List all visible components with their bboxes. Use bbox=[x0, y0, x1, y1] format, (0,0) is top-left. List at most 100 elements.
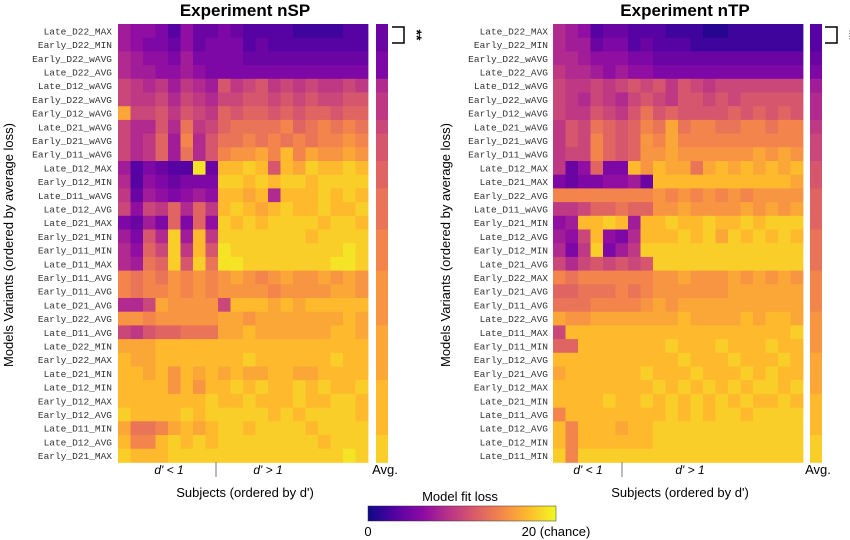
heatmap-cell bbox=[118, 256, 131, 271]
heatmap-cell bbox=[790, 243, 804, 258]
heatmap-cell bbox=[130, 78, 144, 93]
heatmap-cell bbox=[690, 325, 704, 340]
heatmap-cell bbox=[703, 188, 716, 203]
heatmap-cell bbox=[243, 325, 256, 340]
heatmap-cell bbox=[703, 298, 716, 313]
heatmap-cell bbox=[293, 435, 306, 450]
heatmap-cell bbox=[255, 352, 269, 367]
heatmap-cell bbox=[678, 133, 691, 148]
heatmap-cell bbox=[740, 284, 754, 299]
heatmap-cell bbox=[578, 435, 591, 450]
heatmap-cell bbox=[740, 311, 754, 326]
heatmap-cell bbox=[765, 311, 779, 326]
heatmap-cell bbox=[293, 215, 306, 230]
heatmap-cell bbox=[665, 133, 679, 148]
heatmap-cell bbox=[628, 174, 641, 189]
heatmap-cell bbox=[603, 119, 616, 134]
heatmap-cell bbox=[778, 393, 791, 408]
heatmap-cell bbox=[118, 92, 131, 107]
heatmap-cell bbox=[193, 51, 206, 66]
heatmap-cell bbox=[243, 229, 256, 244]
heatmap-cell bbox=[778, 229, 791, 244]
heatmap-cell bbox=[578, 161, 591, 176]
heatmap-cell bbox=[330, 174, 344, 189]
heatmap-cell bbox=[640, 202, 654, 217]
row-label: Early_D21_MAX bbox=[38, 451, 112, 462]
heatmap-cell bbox=[665, 366, 679, 381]
heatmap-cell bbox=[628, 215, 641, 230]
heatmap-cell bbox=[640, 161, 654, 176]
heatmap-cell bbox=[728, 24, 741, 39]
heatmap-cell bbox=[565, 119, 579, 134]
average-cell bbox=[376, 161, 388, 176]
heatmap-cell bbox=[778, 119, 791, 134]
heatmap-cell bbox=[205, 448, 219, 463]
heatmap-cell bbox=[280, 311, 294, 326]
heatmap-cell bbox=[765, 339, 779, 354]
heatmap-cell bbox=[168, 147, 181, 162]
heatmap-cell bbox=[778, 435, 791, 450]
heatmap-cell bbox=[790, 270, 804, 285]
heatmap-cell bbox=[603, 298, 616, 313]
heatmap-cell bbox=[205, 421, 219, 436]
row-label: Early_D21_wAVG bbox=[468, 136, 548, 147]
heatmap-cell bbox=[130, 380, 144, 395]
heatmap-cell bbox=[590, 435, 604, 450]
heatmap-cell bbox=[268, 174, 281, 189]
heatmap-cell bbox=[628, 380, 641, 395]
heatmap-cell bbox=[155, 161, 169, 176]
heatmap-cell bbox=[268, 284, 281, 299]
heatmap-cell bbox=[318, 421, 331, 436]
row-label: Early_D21_AVG bbox=[474, 287, 548, 298]
heatmap-cell bbox=[628, 311, 641, 326]
heatmap-cell bbox=[318, 24, 331, 39]
heatmap-cell bbox=[193, 243, 206, 258]
heatmap-cell bbox=[715, 380, 729, 395]
heatmap-cell bbox=[678, 270, 691, 285]
heatmap-cell bbox=[590, 37, 604, 52]
heatmap-cell bbox=[590, 393, 604, 408]
heatmap-cell bbox=[690, 24, 704, 39]
heatmap-cell bbox=[728, 435, 741, 450]
heatmap-cell bbox=[293, 448, 306, 463]
heatmap-cell bbox=[118, 325, 131, 340]
heatmap-cell bbox=[690, 229, 704, 244]
heatmap-cell bbox=[318, 380, 331, 395]
heatmap-cell bbox=[168, 243, 181, 258]
heatmap-cell bbox=[218, 133, 231, 148]
heatmap-cell bbox=[753, 106, 766, 121]
heatmap-cell bbox=[130, 202, 144, 217]
heatmap-cell bbox=[578, 448, 591, 463]
heatmap-cell bbox=[578, 147, 591, 162]
heatmap-cell bbox=[305, 325, 319, 340]
heatmap-cell bbox=[330, 65, 344, 80]
heatmap-cell bbox=[665, 448, 679, 463]
heatmap-cell bbox=[343, 202, 356, 217]
row-label: Late_D12_MAX bbox=[480, 163, 549, 174]
heatmap-cell bbox=[305, 380, 319, 395]
heatmap-cell bbox=[628, 352, 641, 367]
heatmap-cell bbox=[703, 161, 716, 176]
heatmap-cell bbox=[243, 161, 256, 176]
heatmap-cell bbox=[155, 78, 169, 93]
heatmap-cell bbox=[603, 421, 616, 436]
panel-nsp: Experiment nSP Models Variants (ordered … bbox=[1, 1, 425, 500]
heatmap-cell bbox=[318, 311, 331, 326]
colorbar: Model fit loss 0 20 (chance) bbox=[364, 489, 590, 539]
heatmap-cell bbox=[790, 311, 804, 326]
heatmap-cell bbox=[578, 407, 591, 422]
heatmap-cell bbox=[243, 119, 256, 134]
heatmap-cell bbox=[703, 407, 716, 422]
group-label-high: d' > 1 bbox=[675, 463, 704, 477]
heatmap-cell bbox=[205, 256, 219, 271]
row-label: Early_D22_wAVG bbox=[32, 95, 112, 106]
heatmap-cell bbox=[678, 78, 691, 93]
heatmap-cell bbox=[143, 161, 156, 176]
heatmap-cell bbox=[553, 311, 566, 326]
heatmap-cell bbox=[355, 161, 369, 176]
heatmap-cell bbox=[715, 188, 729, 203]
heatmap-cell bbox=[318, 229, 331, 244]
heatmap-cell bbox=[728, 352, 741, 367]
heatmap-cell bbox=[765, 133, 779, 148]
heatmap-cell bbox=[653, 435, 666, 450]
